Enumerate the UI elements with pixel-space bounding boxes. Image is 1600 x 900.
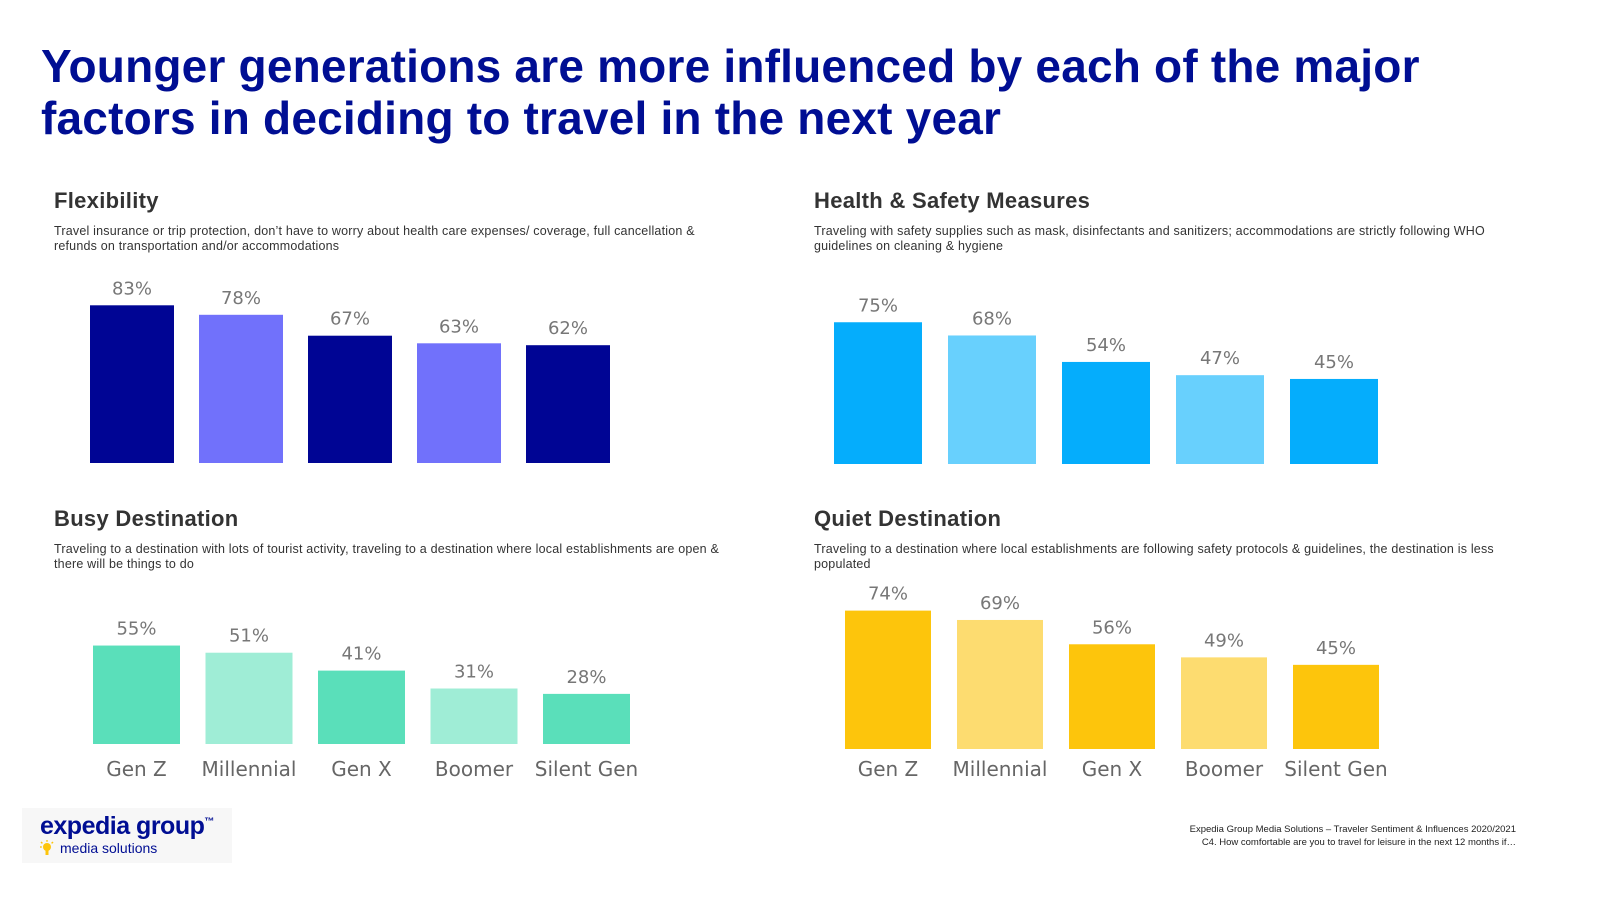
busy-destination-value-label: 31% [454,662,494,683]
source-note: Expedia Group Media Solutions – Traveler… [1190,823,1516,849]
flexibility-bar [308,335,392,463]
logo-main-text: expedia group [40,812,205,840]
health-safety-title: Health & Safety Measures [814,188,1091,213]
flexibility-description: Travel insurance or trip protection, don… [54,224,695,253]
flexibility-bar [90,305,174,463]
flexibility-value-label: 62% [548,318,588,339]
busy-destination-panel: Busy Destination Traveling to a destinat… [54,506,774,572]
health-safety-description: Traveling with safety supplies such as m… [814,224,1485,253]
logo-subtitle: media solutions [60,840,158,856]
health-safety-value-label: 68% [972,308,1012,329]
busy-destination-bar [93,645,180,744]
flexibility-value-label: 83% [112,278,152,299]
busy-destination-category-label: Silent Gen [535,757,638,781]
busy-destination-bar [205,652,293,744]
busy-destination-value-label: 51% [229,626,269,647]
flexibility-value-label: 67% [330,309,370,330]
busy-destination-value-label: 55% [116,619,156,640]
expedia-group-logo: expedia group™ media solutions [22,808,232,863]
quiet-destination-bar [1069,644,1155,749]
quiet-destination-category-label: Silent Gen [1284,757,1387,781]
logo-wordmark: expedia group™ [40,812,214,841]
health-safety-bar [1290,378,1378,464]
health-safety-value-label: 54% [1086,335,1126,356]
quiet-destination-bar [957,619,1043,749]
quiet-destination-category-label: Gen Z [858,757,919,781]
health-safety-value-label: 45% [1314,352,1354,373]
source-line-1: Expedia Group Media Solutions – Traveler… [1189,824,1516,835]
busy-destination-category-label: Millennial [202,757,297,781]
flexibility-value-label: 63% [439,316,479,337]
busy-destination-category-label: Boomer [435,757,514,781]
quiet-destination-title: Quiet Destination [814,506,1002,531]
quiet-destination-bar [1181,657,1267,749]
quiet-destination-description: Traveling to a destination where local e… [814,542,1494,571]
flexibility-bar [417,343,501,463]
quiet-destination-category-label: Boomer [1185,757,1264,781]
quiet-destination-panel: Quiet Destination Traveling to a destina… [814,506,1534,572]
quiet-destination-value-label: 45% [1316,638,1356,659]
busy-destination-value-label: 28% [566,667,606,688]
flexibility-value-label: 78% [221,288,261,309]
busy-destination-bar [543,693,630,744]
quiet-destination-category-label: Millennial [953,757,1048,781]
busy-destination-value-label: 41% [341,644,381,665]
lightbulb-icon [40,840,54,855]
busy-destination-chart: 55% Gen Z 51% Millennial 41% Gen X 31% Boomer 28… [93,619,638,781]
busy-destination-title: Busy Destination [54,506,239,531]
quiet-destination-bar [1293,664,1379,749]
slide-title: Younger generations are more influenced … [41,40,1420,144]
health-safety-value-label: 47% [1200,348,1240,369]
health-safety-bar [1176,375,1264,464]
quiet-destination-value-label: 56% [1092,617,1132,638]
busy-destination-category-label: Gen X [331,757,392,781]
logo-trademark: ™ [204,816,214,828]
source-line-2: C4. How comfortable are you to travel fo… [1201,837,1516,848]
quiet-destination-value-label: 69% [980,593,1020,614]
quiet-destination-value-label: 49% [1204,630,1244,651]
health-safety-bar [1062,361,1150,464]
busy-destination-bar [430,688,518,744]
flexibility-bar [199,314,283,463]
health-safety-panel: Health & Safety Measures Traveling with … [814,188,1534,254]
health-safety-bar [834,322,922,464]
health-safety-value-label: 75% [858,295,898,316]
flexibility-chart: 83% 78% 67% 63% 62% [90,278,610,463]
quiet-destination-chart: 74% Gen Z 69% Millennial 56% Gen X 49% Boomer 45… [845,584,1388,781]
flexibility-bar [526,345,610,463]
health-safety-chart: 75% 68% 54% 47% 45% [834,295,1378,464]
quiet-destination-value-label: 74% [868,584,908,605]
health-safety-bar [948,335,1036,464]
flexibility-title: Flexibility [54,188,159,213]
busy-destination-bar [318,670,405,744]
busy-destination-category-label: Gen Z [106,757,167,781]
busy-destination-description: Traveling to a destination with lots of … [54,542,720,571]
flexibility-panel: Flexibility Travel insurance or trip pro… [54,188,774,254]
quiet-destination-category-label: Gen X [1082,757,1143,781]
quiet-destination-bar [845,610,931,749]
